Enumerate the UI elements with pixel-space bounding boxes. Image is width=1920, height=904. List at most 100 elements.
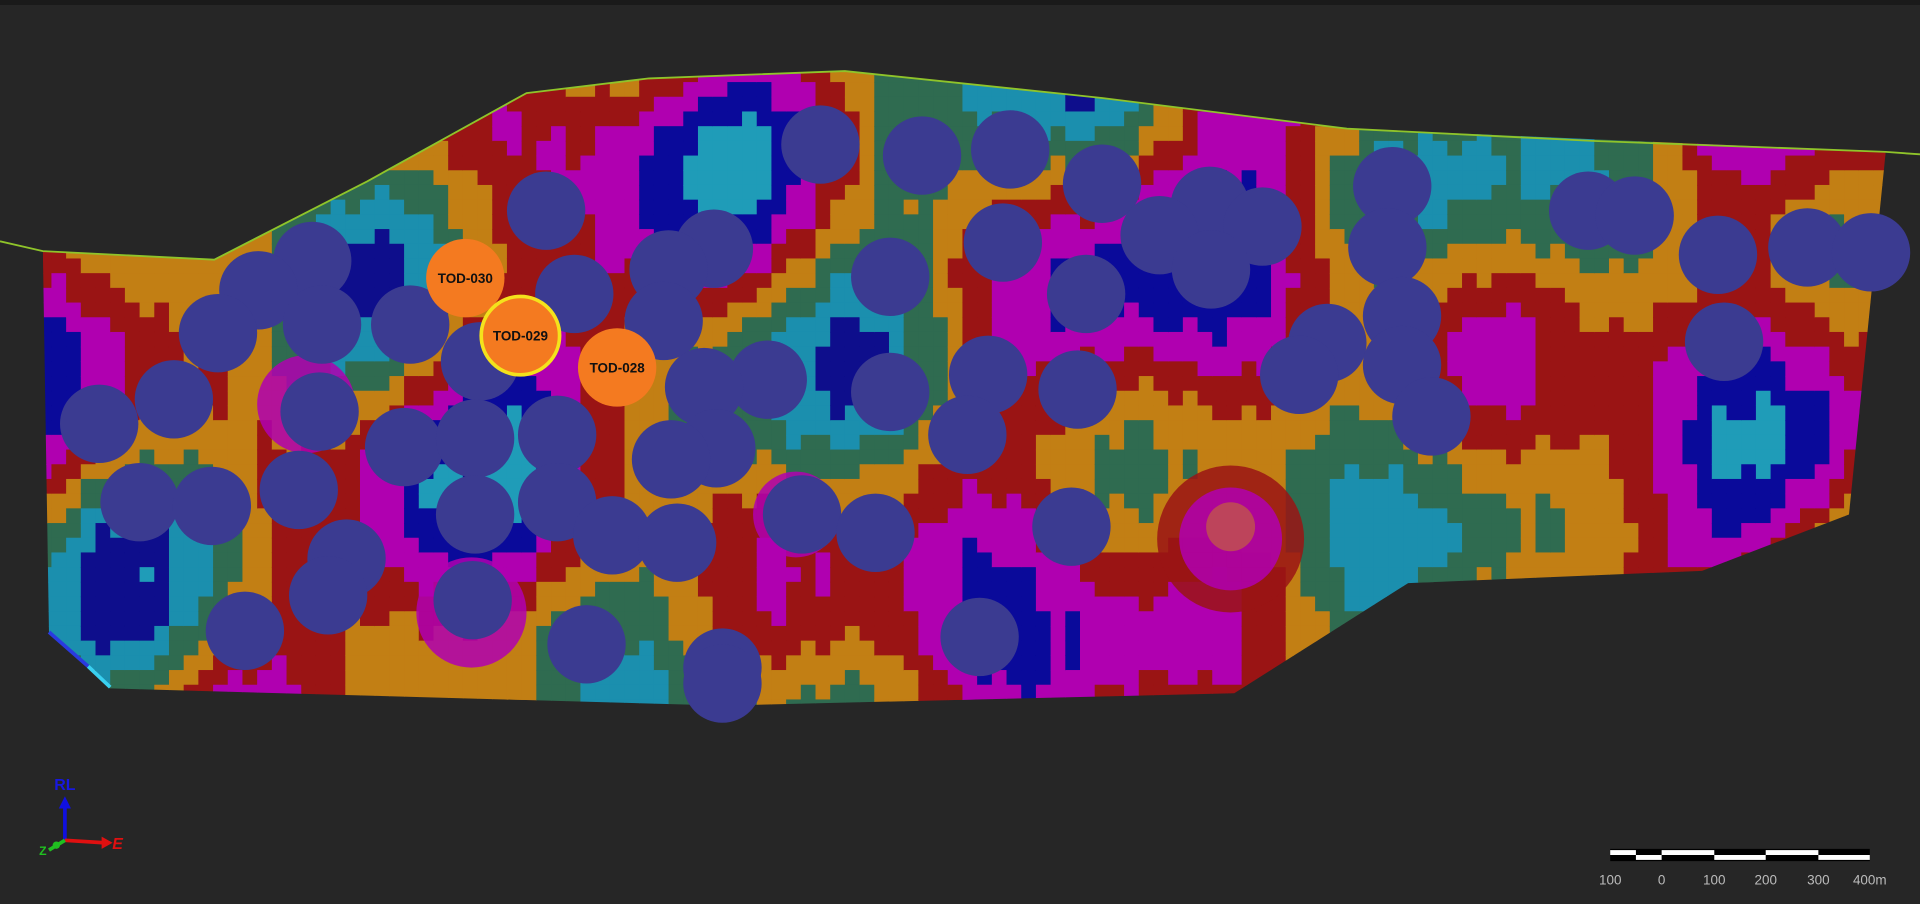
block bbox=[830, 214, 846, 230]
block bbox=[80, 611, 97, 627]
block bbox=[697, 581, 714, 598]
block bbox=[198, 258, 214, 274]
block bbox=[1035, 464, 1052, 480]
block bbox=[1285, 302, 1302, 318]
block bbox=[110, 302, 126, 318]
block bbox=[918, 493, 934, 509]
block bbox=[110, 287, 126, 304]
block bbox=[198, 434, 214, 451]
block bbox=[624, 214, 640, 230]
block bbox=[1080, 111, 1096, 127]
block bbox=[404, 640, 420, 656]
block bbox=[1124, 302, 1140, 318]
block bbox=[1579, 331, 1595, 348]
block bbox=[286, 537, 302, 554]
block bbox=[477, 670, 493, 686]
block bbox=[888, 82, 905, 98]
block bbox=[1462, 199, 1478, 215]
block bbox=[1050, 684, 1066, 701]
block bbox=[1623, 302, 1639, 318]
block bbox=[1050, 464, 1066, 480]
block bbox=[521, 552, 537, 568]
block bbox=[330, 449, 346, 465]
block bbox=[903, 434, 919, 451]
block bbox=[1667, 464, 1684, 480]
block bbox=[1109, 346, 1125, 362]
block bbox=[418, 243, 435, 260]
block bbox=[1226, 449, 1243, 465]
block bbox=[1109, 126, 1125, 142]
block bbox=[1094, 670, 1110, 686]
block bbox=[1006, 508, 1022, 524]
block bbox=[565, 552, 582, 568]
block bbox=[536, 537, 552, 554]
block bbox=[271, 346, 288, 362]
block bbox=[947, 523, 964, 539]
block bbox=[947, 581, 964, 598]
block bbox=[1550, 243, 1566, 260]
block bbox=[418, 655, 435, 671]
block bbox=[506, 111, 523, 127]
block bbox=[286, 625, 302, 642]
block bbox=[1035, 331, 1052, 348]
block bbox=[1623, 287, 1639, 304]
block bbox=[1065, 214, 1081, 230]
block bbox=[183, 552, 199, 568]
block bbox=[1138, 478, 1155, 495]
block bbox=[1138, 405, 1155, 421]
block bbox=[1094, 464, 1110, 480]
block bbox=[242, 361, 258, 377]
block bbox=[1667, 376, 1684, 392]
block bbox=[1462, 523, 1478, 539]
block bbox=[1168, 434, 1184, 451]
block bbox=[742, 493, 758, 509]
block bbox=[124, 302, 141, 318]
block bbox=[124, 611, 141, 627]
block bbox=[595, 434, 611, 451]
block bbox=[1329, 243, 1346, 260]
block bbox=[124, 552, 141, 568]
block bbox=[1226, 302, 1243, 318]
block bbox=[1550, 331, 1566, 348]
block bbox=[1476, 449, 1493, 465]
block bbox=[1638, 508, 1654, 524]
block bbox=[1359, 508, 1375, 524]
block bbox=[859, 449, 875, 465]
block bbox=[404, 537, 420, 554]
block bbox=[1329, 170, 1346, 186]
block bbox=[874, 96, 890, 113]
block bbox=[124, 596, 141, 612]
block bbox=[653, 361, 670, 377]
block bbox=[786, 82, 802, 98]
block bbox=[1168, 140, 1184, 157]
block bbox=[771, 82, 787, 98]
block bbox=[168, 625, 185, 642]
block bbox=[1153, 317, 1169, 333]
block bbox=[1182, 126, 1199, 142]
block bbox=[1285, 184, 1302, 201]
block bbox=[1653, 331, 1669, 348]
block bbox=[742, 596, 758, 612]
block bbox=[771, 229, 787, 245]
block bbox=[1197, 655, 1213, 671]
block bbox=[389, 214, 405, 230]
block bbox=[903, 552, 919, 568]
block bbox=[859, 214, 875, 230]
block bbox=[918, 684, 934, 701]
block bbox=[786, 670, 802, 686]
block bbox=[1476, 214, 1493, 230]
block bbox=[1667, 420, 1684, 436]
block bbox=[683, 611, 699, 627]
block bbox=[786, 258, 802, 274]
block bbox=[609, 287, 626, 304]
block bbox=[1197, 111, 1213, 127]
block bbox=[1682, 552, 1698, 568]
block bbox=[1035, 625, 1052, 642]
block bbox=[771, 71, 787, 83]
block bbox=[1579, 273, 1595, 289]
block bbox=[624, 96, 640, 113]
block bbox=[1697, 199, 1713, 215]
block bbox=[1197, 361, 1213, 377]
block bbox=[1153, 140, 1169, 157]
